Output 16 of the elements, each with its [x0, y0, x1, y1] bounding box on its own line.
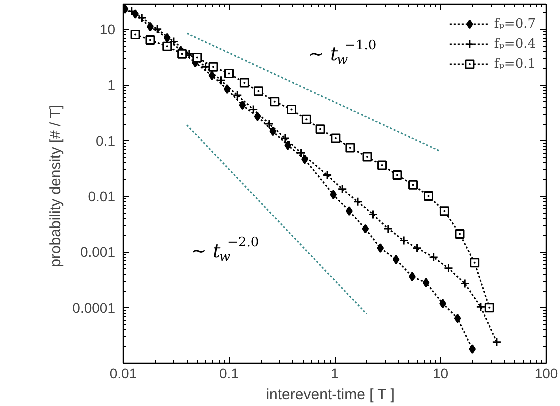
x-tick-label: 10	[432, 366, 449, 382]
y-tick-label: 0.01	[88, 188, 116, 204]
x-tick-label: 100	[534, 366, 558, 382]
y-axis-title: probability density [# / T]	[48, 105, 65, 268]
y-tick-label: 1	[108, 77, 116, 94]
y-tick-label: 0.1	[96, 132, 116, 149]
y-tick-label: 10	[100, 21, 116, 38]
legend-label: fₚ=0.4	[494, 36, 536, 52]
y-tick-label: 0.0001	[72, 300, 116, 316]
legend-label: fₚ=0.7	[494, 16, 536, 32]
x-tick-label: 1	[331, 366, 340, 382]
x-axis-title: interevent-time [ T ]	[266, 386, 395, 404]
legend-label: fₚ=0.1	[494, 56, 536, 72]
x-tick-label: 0.1	[220, 366, 240, 382]
x-tick-label: 0.01	[110, 366, 138, 382]
y-tick-label: 0.001	[80, 244, 116, 260]
